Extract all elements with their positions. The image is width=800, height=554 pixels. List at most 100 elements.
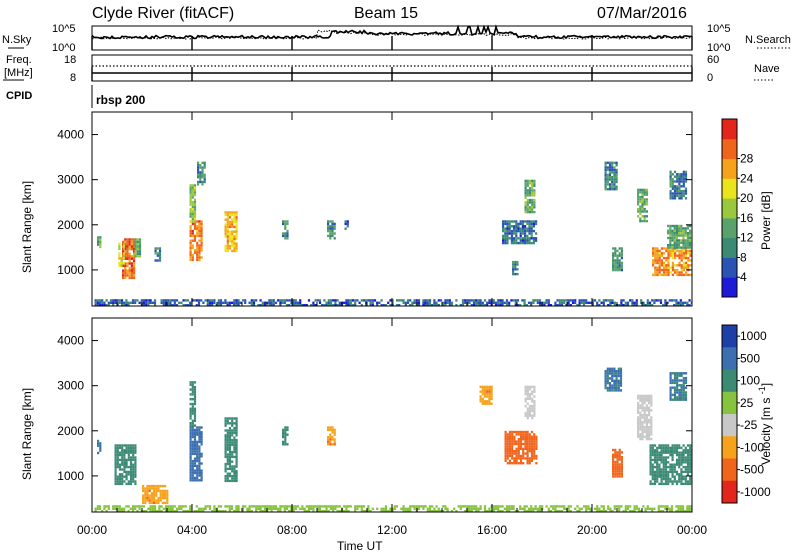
velocity-cell xyxy=(224,477,227,480)
velocity-cell xyxy=(196,471,199,475)
velocity-cell xyxy=(616,453,619,456)
velocity-cell xyxy=(616,460,619,464)
velocity-cell xyxy=(420,505,423,508)
velocity-cell xyxy=(193,435,197,439)
power-patch xyxy=(122,238,136,280)
velocity-cell xyxy=(411,505,414,508)
power-cell xyxy=(514,304,517,306)
power-cell xyxy=(475,299,478,302)
power-cell xyxy=(530,225,533,228)
velocity-cell xyxy=(664,470,668,474)
power-cell xyxy=(158,254,162,257)
velocity-cell xyxy=(224,441,227,444)
power-cell xyxy=(510,225,513,228)
power-cell xyxy=(226,225,229,229)
velocity-cell xyxy=(196,452,199,456)
velocity-cell xyxy=(146,489,149,493)
velocity-cell xyxy=(118,475,122,478)
velocity-cell xyxy=(667,456,670,459)
power-cell xyxy=(523,299,526,302)
power-cell xyxy=(124,250,127,253)
velocity-cell xyxy=(195,505,198,508)
power-cell xyxy=(639,198,642,201)
velocity-cell xyxy=(459,507,462,510)
velocity-cell xyxy=(528,407,532,410)
velocity-cell xyxy=(266,505,269,508)
velocity-cell xyxy=(121,475,124,478)
velocity-cell xyxy=(226,455,229,459)
velocity-cell xyxy=(323,510,326,512)
power-cell xyxy=(107,301,110,304)
velocity-cell xyxy=(285,507,289,510)
power-cell xyxy=(684,177,688,181)
power-cell xyxy=(674,268,677,272)
velocity-cell xyxy=(567,505,570,508)
velocity-cell xyxy=(184,505,187,508)
power-cell xyxy=(395,304,399,306)
velocity-cell xyxy=(517,457,520,460)
power-cell xyxy=(571,299,575,302)
velocity-cell xyxy=(533,435,536,438)
power-cell xyxy=(673,194,677,198)
velocity-cell xyxy=(649,465,652,469)
velocity-cell xyxy=(650,425,653,429)
power-cell xyxy=(673,234,676,237)
power-cell xyxy=(671,197,674,200)
velocity-cell xyxy=(528,445,531,448)
power-cell xyxy=(224,249,227,253)
power-cell xyxy=(331,232,334,235)
velocity-cell xyxy=(662,510,665,512)
velocity-cell xyxy=(191,398,194,401)
power-cell xyxy=(669,254,672,257)
power-cell xyxy=(620,299,623,302)
power-cell xyxy=(565,304,568,306)
velocity-cell xyxy=(231,474,234,478)
velocity-cell xyxy=(526,442,529,446)
velocity-cell xyxy=(669,393,672,397)
velocity-cell xyxy=(604,510,608,512)
velocity-cell xyxy=(664,461,668,464)
velocity-cell xyxy=(684,379,688,382)
velocity-cell xyxy=(524,445,527,448)
power-cell xyxy=(198,234,201,238)
power-cell xyxy=(530,220,533,223)
power-cell xyxy=(126,257,129,260)
power-cell xyxy=(519,239,522,242)
power-cell xyxy=(535,239,538,242)
velocity-cell xyxy=(316,505,319,508)
power-cell xyxy=(686,239,689,242)
velocity-cell xyxy=(641,409,644,412)
velocity-cell xyxy=(191,386,194,389)
power-cell xyxy=(502,220,505,223)
power-cell xyxy=(99,245,102,249)
power-cell xyxy=(189,208,192,211)
velocity-cell xyxy=(196,476,199,480)
velocity-cell xyxy=(508,438,512,441)
power-cell xyxy=(641,191,644,194)
power-cell xyxy=(314,304,317,306)
power-cell xyxy=(637,200,640,204)
velocity-cell xyxy=(233,417,236,420)
velocity-cell xyxy=(134,451,137,454)
velocity-cell xyxy=(200,455,203,458)
velocity-cell xyxy=(277,507,280,510)
power-cell xyxy=(524,179,527,183)
velocity-cell xyxy=(637,421,640,424)
velocity-cell xyxy=(528,412,532,415)
velocity-cell xyxy=(554,507,557,510)
power-cell xyxy=(158,252,162,255)
velocity-cell xyxy=(191,424,194,427)
velocity-cell xyxy=(173,505,176,508)
velocity-cell xyxy=(618,456,621,459)
power-cell xyxy=(519,234,522,238)
power-cell xyxy=(531,208,534,211)
power-cell xyxy=(116,299,119,302)
velocity-cell xyxy=(235,422,238,425)
velocity-cell xyxy=(651,477,654,481)
power-cell xyxy=(193,215,197,218)
power-cell xyxy=(365,304,368,306)
colorbar-swatch xyxy=(722,237,737,258)
velocity-cell xyxy=(651,451,654,454)
power-cell xyxy=(604,188,607,191)
power-cell xyxy=(494,301,498,304)
